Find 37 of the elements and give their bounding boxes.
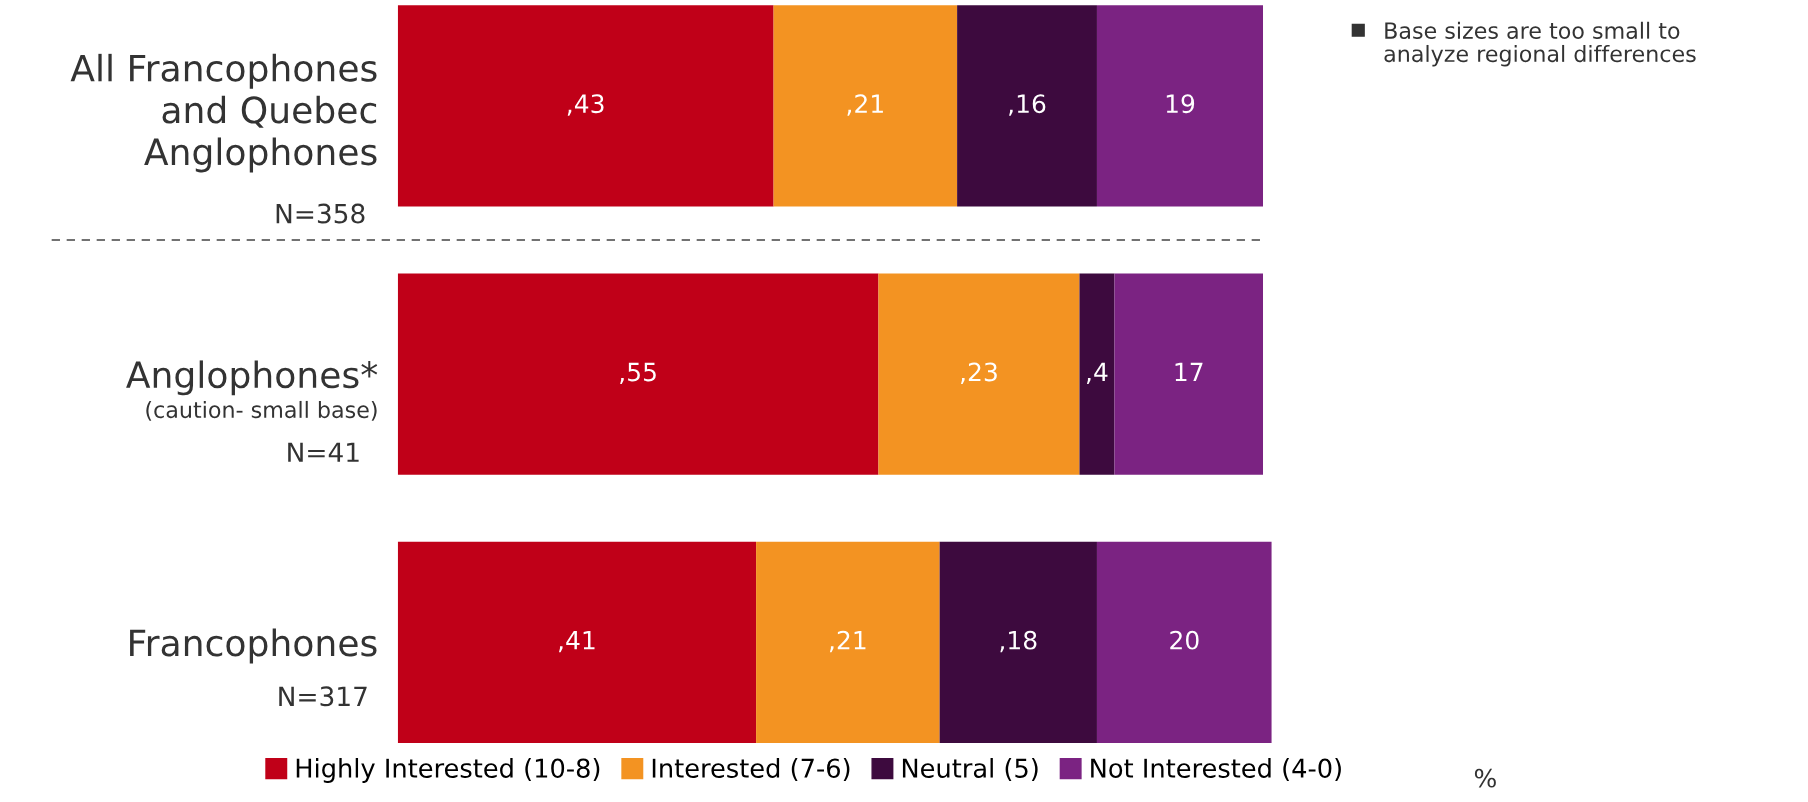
text: (caution- small base) bbox=[146, 400, 377, 421]
data-label: 20 bbox=[1170, 630, 1199, 650]
data-label: ,55 bbox=[620, 362, 656, 384]
text: N=317 bbox=[279, 686, 367, 707]
data-label: 17 bbox=[1175, 362, 1203, 382]
bar bbox=[756, 541, 940, 743]
text: N=358 bbox=[276, 203, 365, 224]
data-label: ,16 bbox=[1009, 94, 1046, 116]
bar bbox=[957, 5, 1097, 207]
text: Base sizes are too small to analyze regional differences bbox=[1384, 21, 1696, 67]
text: % bbox=[1474, 768, 1496, 788]
y-tick-label: Francophones bbox=[130, 628, 377, 664]
bar bbox=[397, 541, 757, 743]
data-label: ,23 bbox=[961, 362, 997, 384]
data-label: ,4 bbox=[1086, 362, 1108, 384]
legend-label: Interested (7-6) bbox=[652, 758, 850, 781]
legend-label: Not Interested (4-0) bbox=[1091, 758, 1341, 781]
bar bbox=[397, 5, 774, 207]
y-tick-label: Anglophones* bbox=[126, 360, 378, 396]
data-label: ,18 bbox=[1000, 630, 1037, 653]
bar bbox=[397, 273, 879, 475]
data-label: 19 bbox=[1166, 94, 1195, 114]
bar bbox=[773, 5, 958, 207]
y-tick-label: All Francophones and Quebec Anglophones bbox=[70, 53, 377, 173]
legend-label: Highly Interested (10-8) bbox=[296, 758, 600, 783]
bar bbox=[939, 541, 1097, 743]
bar bbox=[1079, 273, 1115, 475]
data-label: ,43 bbox=[567, 94, 604, 116]
text: N=41 bbox=[288, 442, 359, 462]
bar bbox=[1096, 5, 1264, 207]
data-label: ,21 bbox=[829, 630, 866, 653]
legend-label: Neutral (5) bbox=[902, 758, 1038, 781]
bar bbox=[1114, 273, 1264, 475]
bar bbox=[1096, 541, 1272, 743]
bar bbox=[878, 273, 1080, 475]
data-label: ,21 bbox=[847, 94, 883, 116]
data-label: ,41 bbox=[558, 631, 595, 653]
